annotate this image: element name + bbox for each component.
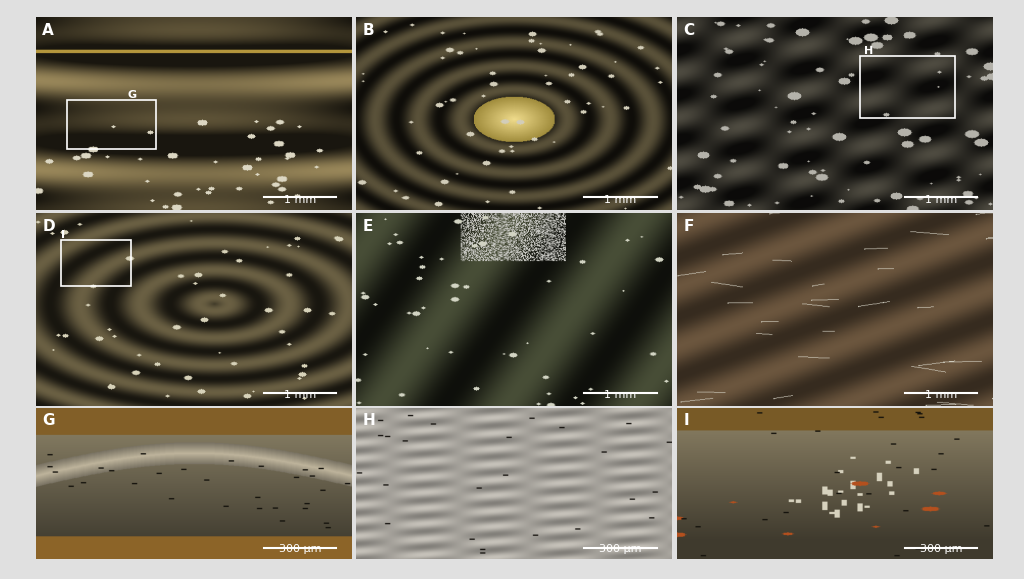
Text: F: F [683,219,693,234]
Text: G: G [128,90,137,100]
Text: C: C [683,23,694,38]
Text: E: E [362,219,373,234]
Text: 300 μm: 300 μm [920,544,963,554]
Text: 1 mm: 1 mm [284,195,316,205]
Text: D: D [42,219,55,234]
Text: 1 mm: 1 mm [925,195,957,205]
Text: I: I [683,413,689,428]
Text: H: H [362,413,376,428]
Text: 300 μm: 300 μm [599,544,642,554]
Text: 1 mm: 1 mm [604,195,637,205]
Bar [61,240,131,287]
Text: B: B [362,23,375,38]
Bar [860,56,955,118]
Text: G: G [42,413,54,428]
Bar [68,100,156,149]
Text: 1 mm: 1 mm [604,390,637,400]
Text: H: H [863,46,872,56]
Text: I: I [61,230,66,240]
Text: 1 mm: 1 mm [284,390,316,400]
Text: A: A [42,23,54,38]
Text: 1 mm: 1 mm [925,390,957,400]
Text: 300 μm: 300 μm [279,544,322,554]
